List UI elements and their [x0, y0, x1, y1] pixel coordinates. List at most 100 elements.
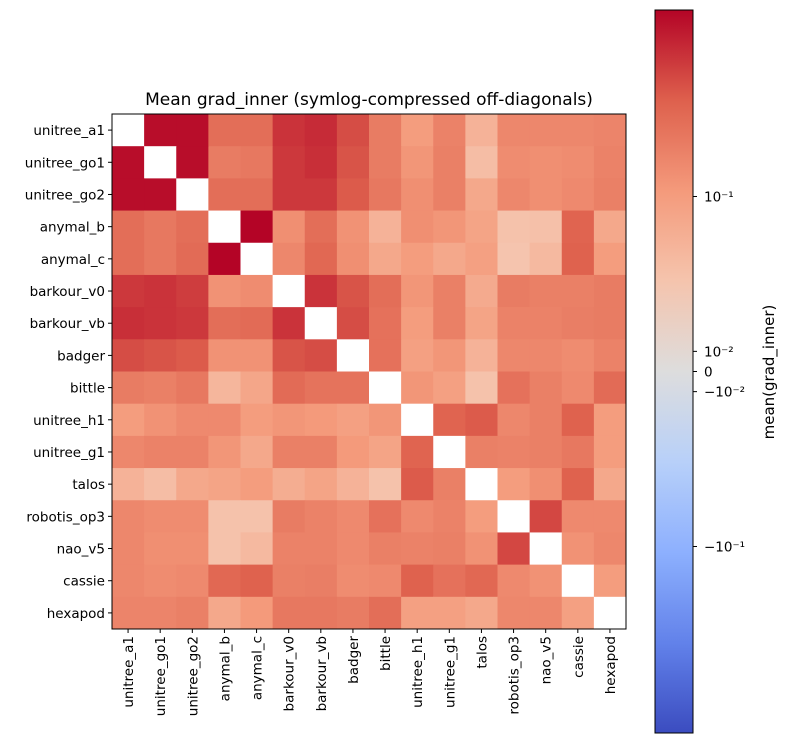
heatmap-cell: [593, 178, 627, 212]
heatmap-cell: [336, 532, 370, 566]
heatmap-cell: [336, 500, 370, 533]
heatmap-cell: [176, 532, 209, 566]
heatmap-cell: [112, 339, 145, 372]
heatmap-cell: [112, 435, 145, 469]
heatmap-cell: [144, 564, 177, 598]
heatmap-cell: [112, 242, 145, 276]
heatmap-cell: [497, 146, 531, 179]
heatmap-cell: [529, 210, 563, 244]
heatmap-cell: [433, 114, 466, 147]
heatmap-cell: [240, 210, 274, 244]
x-tick-label: unitree_a1: [121, 636, 137, 708]
heatmap-cell: [369, 468, 402, 501]
heatmap-cell: [304, 596, 338, 630]
heatmap-cell: [304, 435, 338, 469]
heatmap-cell: [272, 435, 306, 469]
heatmap-cell: [529, 114, 563, 147]
heatmap-cell: [465, 500, 498, 533]
heatmap-cell: [176, 403, 209, 437]
colorbar-tick-label: −10⁻¹: [704, 540, 745, 556]
heatmap-cell: [433, 532, 466, 566]
heatmap-cell: [304, 307, 338, 340]
row-labels: unitree_a1 unitree_go1 unitree_go2 anymal_b…: [25, 123, 112, 622]
heatmap-cell: [336, 307, 370, 340]
heatmap-cell: [369, 371, 402, 405]
heatmap-cells: [112, 114, 627, 630]
x-tick-label: unitree_go2: [185, 636, 201, 716]
colorbar-tick-label: 10⁻¹: [704, 189, 734, 205]
heatmap-cell: [240, 403, 274, 437]
heatmap-cell: [465, 210, 498, 244]
heatmap-cell: [433, 403, 466, 437]
x-tick-label: talos: [474, 636, 490, 669]
heatmap-cell: [529, 403, 563, 437]
heatmap-cell: [529, 307, 563, 340]
heatmap-cell: [369, 210, 402, 244]
heatmap-cell: [112, 178, 145, 212]
heatmap-cell: [272, 210, 306, 244]
heatmap-cell: [112, 146, 145, 179]
heatmap-cell: [176, 114, 209, 147]
y-tick-label: barkour_v0: [30, 284, 105, 300]
heatmap-cell: [369, 114, 402, 147]
heatmap-cell: [176, 274, 209, 308]
heatmap-cell: [433, 371, 466, 405]
heatmap-cell: [304, 371, 338, 405]
heatmap-cell: [433, 307, 466, 340]
heatmap-cell: [433, 500, 466, 533]
heatmap-cell: [593, 500, 627, 533]
heatmap-cell: [272, 114, 306, 147]
heatmap-cell: [561, 339, 595, 372]
heatmap-cell: [304, 114, 338, 147]
heatmap-cell: [561, 146, 595, 179]
heatmap-cell: [593, 435, 627, 469]
heatmap-cell: [529, 274, 563, 308]
heatmap-cell: [465, 468, 498, 501]
heatmap-cell: [112, 371, 145, 405]
y-tick-label: anymal_c: [41, 252, 105, 268]
heatmap-cell: [529, 564, 563, 598]
heatmap-cell: [208, 500, 241, 533]
heatmap-cell: [112, 114, 145, 147]
x-tick-label: hexapod: [603, 636, 619, 694]
heatmap-cell: [336, 114, 370, 147]
heatmap-cell: [336, 564, 370, 598]
heatmap-cell: [336, 210, 370, 244]
heatmap-cell: [593, 564, 627, 598]
heatmap-cell: [593, 339, 627, 372]
y-tick-label: robotis_op3: [26, 509, 105, 525]
y-tick-label: badger: [57, 348, 105, 364]
y-tick-label: unitree_a1: [33, 123, 105, 139]
heatmap-cell: [529, 596, 563, 630]
heatmap-cell: [112, 274, 145, 308]
heatmap-cell: [497, 532, 531, 566]
heatmap-cell: [465, 371, 498, 405]
heatmap-cell: [433, 435, 466, 469]
heatmap-cell: [240, 468, 274, 501]
heatmap-cell: [240, 274, 274, 308]
heatmap-cell: [304, 564, 338, 598]
y-tick-label: unitree_go2: [25, 187, 105, 203]
heatmap-cell: [304, 339, 338, 372]
heatmap-cell: [465, 274, 498, 308]
x-tick-label: barkour_vb: [314, 636, 330, 711]
x-tick-label: badger: [346, 636, 362, 684]
plot-frame: [111, 113, 627, 630]
heatmap-cell: [401, 403, 434, 437]
heatmap-cell: [593, 210, 627, 244]
heatmap-cell: [240, 532, 274, 566]
heatmap-cell: [240, 242, 274, 276]
heatmap-cell: [401, 532, 434, 566]
heatmap-cell: [497, 307, 531, 340]
heatmap-cell: [208, 564, 241, 598]
heatmap-cell: [369, 435, 402, 469]
heatmap-cell: [529, 532, 563, 566]
heatmap-cell: [529, 435, 563, 469]
heatmap-cell: [208, 274, 241, 308]
heatmap-cell: [529, 500, 563, 533]
heatmap-cell: [561, 242, 595, 276]
heatmap-cell: [401, 339, 434, 372]
heatmap-cell: [465, 564, 498, 598]
heatmap-cell: [561, 532, 595, 566]
heatmap-cell: [401, 468, 434, 501]
